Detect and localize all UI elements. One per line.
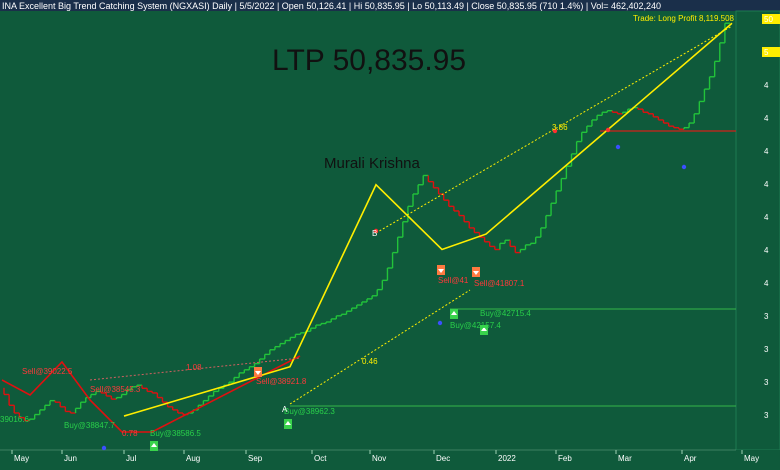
- price-axis: [735, 10, 780, 451]
- x-tick-label: Apr: [684, 454, 697, 463]
- annotation-sell: Sell@38545.3: [90, 385, 141, 394]
- x-tick-label: Oct: [314, 454, 327, 463]
- y-tick-label: 3: [764, 411, 769, 420]
- x-tick-label: Jun: [64, 454, 77, 463]
- y-tick-label: 4: [764, 180, 769, 189]
- x-tick-label: Dec: [436, 454, 450, 463]
- sell-arrow-icon: [438, 269, 444, 273]
- buy-arrow-icon: [151, 443, 157, 447]
- header-info: INA Excellent Big Trend Catching System …: [2, 1, 661, 11]
- annotation-sell: 1.08: [186, 363, 202, 372]
- y-tick-label: 4: [764, 246, 769, 255]
- y-tick-label: 3: [764, 345, 769, 354]
- annotation-sell: Sell@41: [438, 276, 469, 285]
- sell-arrow-icon: [255, 371, 261, 375]
- signal-dot: [552, 128, 558, 134]
- annotation-sell: Sell@41807.1: [474, 279, 525, 288]
- trend-line: [123, 22, 733, 417]
- header-band: [0, 0, 780, 11]
- price-tag: [762, 14, 780, 24]
- annotation-buy: Buy@42157.4: [450, 321, 501, 330]
- annotation-sell: Sell@39022.5: [22, 367, 73, 376]
- sell-trend-line: [1, 355, 301, 433]
- annotation-trend: 3.86: [552, 123, 568, 132]
- trade-note: Trade: Long Profit 8,119.508: [633, 14, 735, 23]
- channel-line-sell: [89, 357, 301, 381]
- buy-arrow-icon: [285, 421, 291, 425]
- y-tick-label: 50: [764, 15, 773, 24]
- signal-dot: [605, 127, 611, 133]
- sell-arrow-icon: [473, 271, 479, 275]
- price-tag: [762, 47, 780, 57]
- signal-dot: [101, 445, 107, 451]
- signal-dot: [681, 164, 687, 170]
- annotation-sell: 0.78: [122, 429, 138, 438]
- y-tick-label: 5: [764, 48, 769, 57]
- y-tick-label: 4: [764, 279, 769, 288]
- annotation-buy: Buy@38962.3: [284, 407, 335, 416]
- annotation-sell: Sell@38921.8: [256, 377, 307, 386]
- y-tick-label: 4: [764, 147, 769, 156]
- y-tick-label: 4: [764, 114, 769, 123]
- buy-arrow-icon: [481, 327, 487, 331]
- channel-line-lower: [289, 289, 471, 405]
- ltp-label: LTP 50,835.95: [272, 44, 466, 77]
- author-label: Murali Krishna: [324, 155, 421, 172]
- x-tick-label: May: [744, 454, 759, 463]
- x-tick-label: Feb: [558, 454, 572, 463]
- signal-dot: [615, 144, 621, 150]
- y-tick-label: 4: [764, 81, 769, 90]
- x-tick-label: Nov: [372, 454, 386, 463]
- x-tick-label: Aug: [186, 454, 200, 463]
- annotation-buy: Buy@42715.4: [480, 309, 531, 318]
- buy-arrow-icon: [451, 311, 457, 315]
- annotation-buy: 39016.6: [0, 415, 29, 424]
- y-tick-label: 3: [764, 312, 769, 321]
- annotation-buy: Buy@38586.5: [150, 429, 201, 438]
- annotation-buy: Buy@38847.7: [64, 421, 115, 430]
- x-tick-label: Jul: [126, 454, 136, 463]
- annotation-point: B: [372, 229, 377, 238]
- x-tick-label: May: [14, 454, 29, 463]
- x-axis: [0, 450, 780, 470]
- signal-dot: [437, 320, 443, 326]
- x-tick-label: Mar: [618, 454, 632, 463]
- signal-dot: [373, 228, 379, 234]
- x-tick-label: Sep: [248, 454, 263, 463]
- y-tick-label: 3: [764, 378, 769, 387]
- y-tick-label: 4: [764, 213, 769, 222]
- annotation-point: A: [282, 405, 288, 414]
- annotation-trend: 0.46: [362, 357, 378, 366]
- x-tick-label: 2022: [498, 454, 516, 463]
